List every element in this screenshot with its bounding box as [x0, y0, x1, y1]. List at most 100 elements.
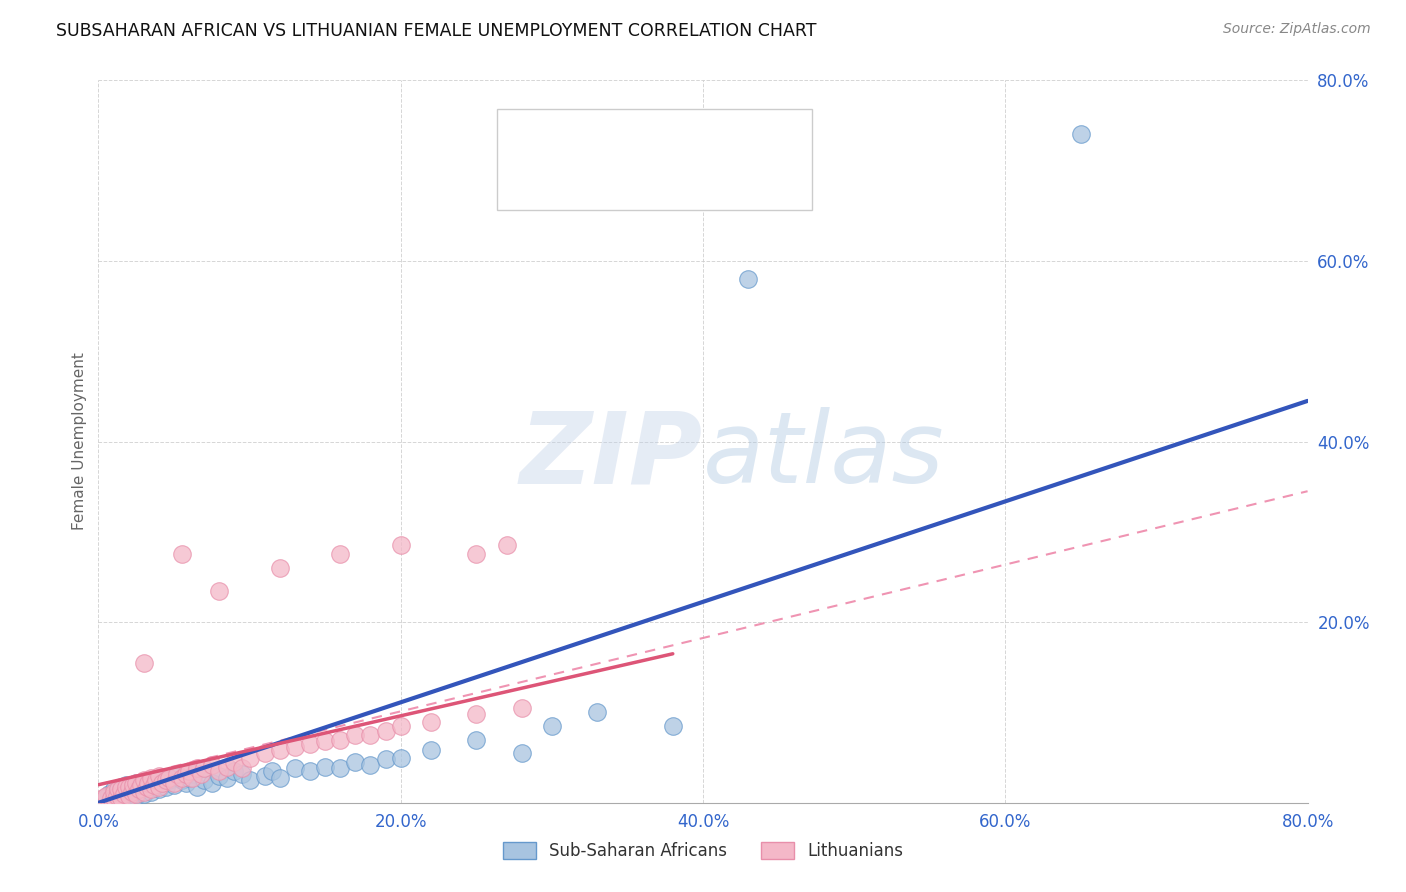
Point [183, 767, 205, 781]
Point [166, 767, 188, 781]
Point [129, 778, 152, 792]
Point [360, 757, 382, 772]
Point [112, 787, 135, 801]
Point [170, 773, 193, 788]
Point [208, 583, 231, 598]
Point [148, 782, 170, 797]
Point [166, 769, 188, 783]
Point [122, 778, 145, 792]
Point [344, 755, 367, 769]
Point [239, 773, 262, 788]
Point [465, 707, 488, 722]
Point [174, 776, 197, 790]
Point [374, 723, 396, 738]
Point [129, 782, 152, 797]
Point [107, 782, 129, 797]
Point [420, 743, 443, 757]
Point [103, 791, 125, 805]
Point [143, 778, 166, 792]
Point [170, 548, 193, 562]
Point [314, 734, 336, 748]
Point [132, 787, 155, 801]
Point [132, 656, 155, 670]
Point [145, 778, 167, 792]
Point [190, 767, 212, 781]
Point [118, 780, 141, 794]
Point [125, 776, 148, 790]
Point [110, 791, 132, 805]
Text: ZIP: ZIP [520, 408, 703, 505]
Point [148, 780, 170, 794]
Point [215, 771, 238, 785]
Point [215, 760, 238, 774]
Point [389, 750, 412, 764]
Point [91, 791, 114, 805]
Point [201, 757, 224, 772]
Point [122, 780, 145, 794]
Point [586, 706, 609, 720]
Point [112, 785, 135, 799]
Point [465, 732, 488, 747]
Point [181, 771, 204, 785]
Point [100, 791, 122, 805]
Point [155, 773, 177, 788]
Point [141, 773, 163, 788]
Point [159, 773, 181, 788]
Point [510, 701, 533, 715]
Point [125, 789, 148, 803]
Point [510, 746, 533, 760]
Point [125, 787, 148, 801]
Point [110, 782, 132, 797]
Point [269, 561, 291, 575]
Point [103, 791, 125, 805]
Text: atlas: atlas [703, 408, 945, 505]
Text: Source: ZipAtlas.com: Source: ZipAtlas.com [1223, 22, 1371, 37]
Point [118, 789, 141, 803]
Point [389, 719, 412, 733]
Point [284, 739, 307, 754]
Point [110, 789, 132, 803]
Point [118, 782, 141, 797]
Point [344, 728, 367, 742]
Point [420, 714, 443, 729]
Point [94, 789, 117, 803]
Point [661, 719, 683, 733]
Point [540, 719, 562, 733]
Point [314, 760, 336, 774]
Point [253, 769, 276, 783]
Point [465, 548, 488, 562]
Point [141, 771, 163, 785]
Point [193, 773, 215, 788]
Point [193, 762, 215, 776]
Point [121, 787, 143, 801]
Point [374, 752, 396, 766]
Point [269, 743, 291, 757]
Point [121, 785, 143, 799]
Point [253, 746, 276, 760]
Point [103, 785, 125, 799]
Point [135, 780, 157, 794]
Point [170, 771, 193, 785]
Point [150, 776, 173, 790]
Point [299, 737, 322, 751]
Point [329, 762, 352, 776]
Point [94, 791, 117, 805]
Point [186, 780, 208, 794]
Point [329, 732, 352, 747]
Point [105, 789, 128, 803]
Point [224, 764, 246, 779]
Point [208, 769, 231, 783]
Point [145, 773, 167, 788]
Point [125, 776, 148, 790]
Point [224, 755, 246, 769]
Legend: Sub-Saharan Africans, Lithuanians: Sub-Saharan Africans, Lithuanians [496, 835, 910, 867]
Point [329, 548, 352, 562]
Point [159, 771, 181, 785]
Point [148, 771, 170, 785]
Point [136, 776, 159, 790]
Point [114, 780, 136, 794]
Point [103, 782, 125, 797]
Y-axis label: Female Unemployment: Female Unemployment [72, 352, 87, 531]
Point [186, 762, 208, 776]
Point [495, 538, 517, 552]
